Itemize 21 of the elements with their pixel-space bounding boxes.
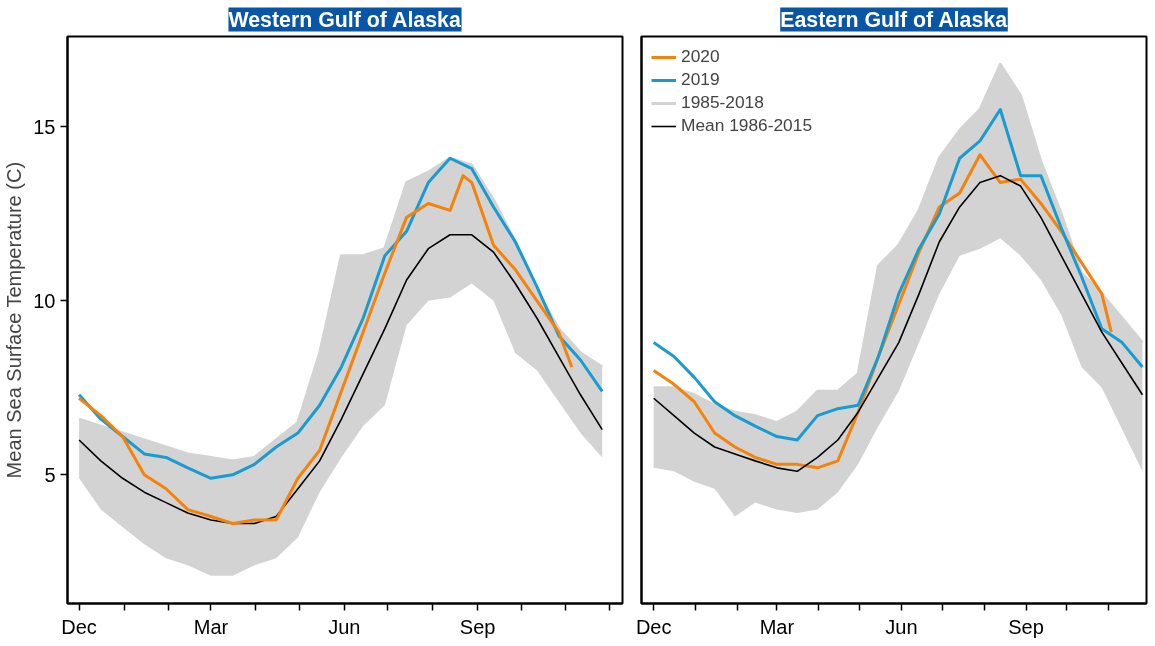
line-series: [77, 174, 574, 525]
line-series: [77, 156, 604, 480]
legend-label: 1985-2018: [681, 92, 764, 113]
y-tick-label: 15: [33, 115, 56, 138]
legend-label: Mean 1986-2015: [681, 115, 813, 136]
y-tick-label: 5: [44, 463, 56, 486]
x-tick-label: Sep: [459, 615, 496, 638]
legend-label: 2019: [681, 69, 720, 90]
x-tick-label: Dec: [635, 615, 672, 638]
chart-title: Western Gulf of Alaska: [228, 7, 461, 32]
x-tick-label: Jun: [328, 615, 361, 638]
x-tick-label: Mar: [759, 615, 795, 638]
x-tick-label: Sep: [1008, 615, 1044, 638]
legend-label: 2020: [681, 46, 720, 67]
x-tick-label: Mar: [193, 615, 229, 638]
chart-title: Eastern Gulf of Alaska: [780, 7, 1008, 32]
y-tick-label: 10: [33, 289, 56, 312]
y-axis-title: Mean Sea Surface Temperature (C): [3, 161, 26, 479]
line-series: [78, 233, 604, 525]
x-tick-label: Dec: [61, 615, 97, 638]
x-tick-label: Jun: [885, 615, 918, 638]
